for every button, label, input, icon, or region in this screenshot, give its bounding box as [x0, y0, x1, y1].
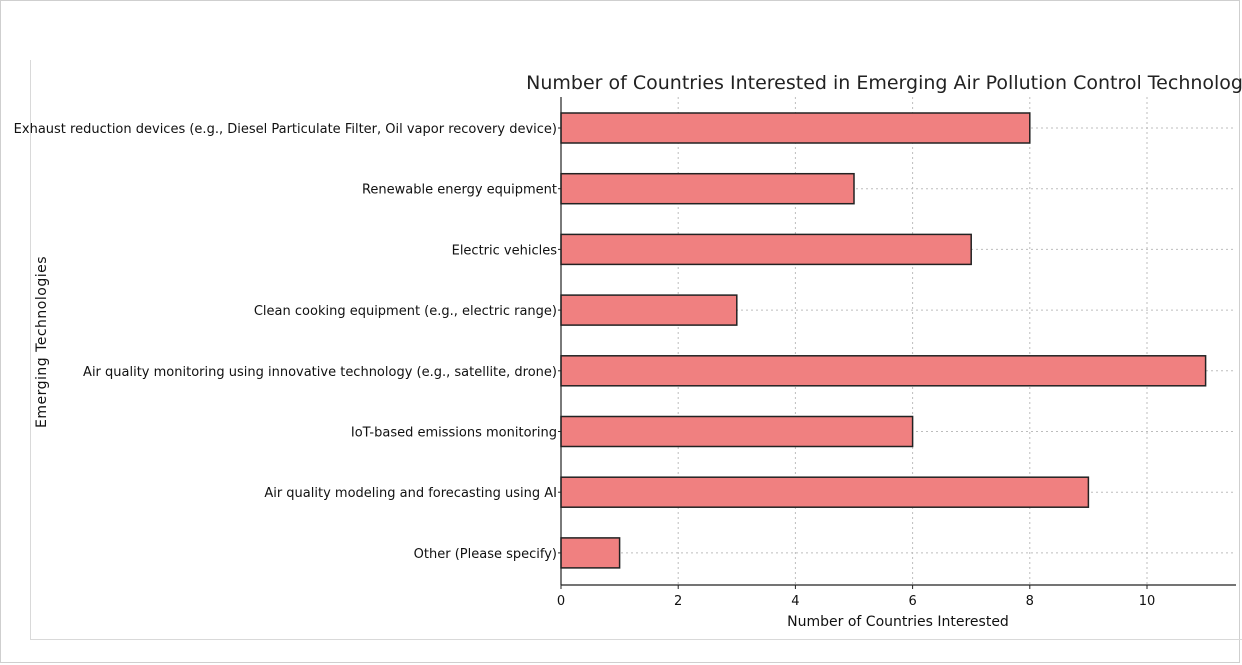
category-label: Renewable energy equipment: [362, 183, 557, 198]
bars: [560, 112, 1207, 569]
chart-title: Number of Countries Interested in Emergi…: [526, 72, 1242, 94]
x-tick-label: 4: [791, 594, 799, 609]
category-label: Air quality modeling and forecasting usi…: [264, 486, 557, 501]
figure-border: [30, 60, 1242, 640]
y-axis-label: Emerging Technologies: [34, 256, 50, 428]
bar: [560, 415, 914, 448]
grid-lines: [561, 97, 1236, 585]
category-label: Clean cooking equipment (e.g., electric …: [254, 304, 557, 319]
bar: [560, 537, 621, 569]
category-label: Air quality monitoring using innovative …: [83, 365, 557, 380]
x-tick-label: 0: [557, 594, 565, 609]
bar: [560, 355, 1207, 387]
bar: [560, 112, 1031, 144]
x-tick-label: 2: [674, 594, 682, 609]
bar: [560, 476, 1090, 508]
category-label: Other (Please specify): [414, 547, 557, 562]
bar: [560, 172, 855, 205]
category-labels: Exhaust reduction devices (e.g., Diesel …: [14, 122, 558, 562]
bar: [560, 294, 738, 326]
category-label: IoT-based emissions monitoring: [351, 426, 557, 441]
x-tick-label: 8: [1026, 594, 1034, 609]
x-tick-label: 6: [908, 594, 916, 609]
x-axis-label: Number of Countries Interested: [787, 614, 1009, 630]
category-label: Electric vehicles: [452, 243, 558, 258]
category-label: Exhaust reduction devices (e.g., Diesel …: [14, 122, 557, 137]
x-tick-label: 10: [1139, 594, 1156, 609]
bar: [560, 233, 972, 266]
